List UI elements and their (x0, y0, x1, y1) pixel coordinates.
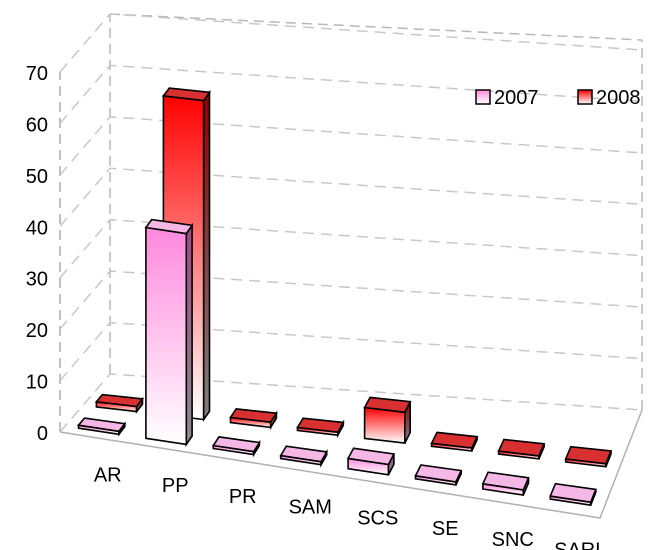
legend-label: 2008 (596, 87, 641, 109)
bar-2007-SAM (279, 445, 328, 468)
x-tick-label: PP (162, 475, 189, 497)
x-tick-label: SNC (492, 529, 534, 550)
bar-2008-SAM (296, 417, 345, 439)
y-tick-label: 30 (26, 269, 48, 291)
y-tick-label: 40 (26, 217, 48, 239)
chart-walls (59, 13, 643, 519)
legend-item-2007: 2007 (475, 87, 539, 109)
x-tick-label: SAM (289, 497, 332, 519)
gridlines (59, 13, 643, 433)
x-tick-label: AR (94, 464, 122, 486)
y-axis-ticks: 0 10 20 30 40 50 60 70 (26, 63, 48, 445)
legend-swatch (577, 89, 593, 105)
bar-2007-SNC (481, 471, 530, 497)
bar-2008-PR (229, 408, 278, 431)
gridline (59, 218, 643, 279)
y-tick-label: 60 (26, 114, 48, 136)
gridline (59, 270, 643, 330)
x-tick-label: PR (229, 486, 257, 508)
bar-2008-SARL (564, 445, 613, 468)
legend-label: 2007 (494, 87, 539, 109)
bar-2008-SE (430, 431, 479, 452)
x-axis-ticks: AR PP PR SAM SCS SE SNC SARL (94, 464, 607, 550)
bar-2007-SE (414, 464, 463, 486)
legend: 2007 2008 (475, 87, 641, 109)
gridline (59, 13, 643, 73)
bar-2008-AR (94, 393, 145, 414)
x-tick-label: SARL (554, 540, 606, 550)
legend-swatch (475, 89, 491, 105)
bar-2007-SCS (346, 447, 396, 476)
gridline (59, 321, 643, 382)
bar-2008-SCS (363, 396, 412, 444)
bar-2007-PP (144, 218, 194, 447)
bar-2007-AR (76, 417, 127, 437)
bar-2007-SARL (549, 482, 597, 507)
y-tick-label: 20 (26, 320, 48, 342)
x-tick-label: SE (432, 518, 459, 540)
bar-2007-PR (211, 436, 261, 458)
x-tick-label: SCS (357, 507, 398, 529)
y-tick-label: 10 (26, 372, 48, 394)
gridline (59, 373, 643, 433)
y-tick-label: 70 (26, 63, 48, 85)
gridline (59, 116, 643, 176)
floor-edge (59, 409, 643, 519)
gridline (59, 64, 643, 124)
y-tick-label: 50 (26, 166, 48, 188)
legend-item-2008: 2008 (577, 87, 641, 109)
gridline (59, 167, 643, 227)
y-tick-label: 0 (37, 423, 48, 445)
wall-edge (109, 13, 643, 41)
bars (76, 87, 613, 507)
bar-2008-SNC (497, 438, 546, 460)
